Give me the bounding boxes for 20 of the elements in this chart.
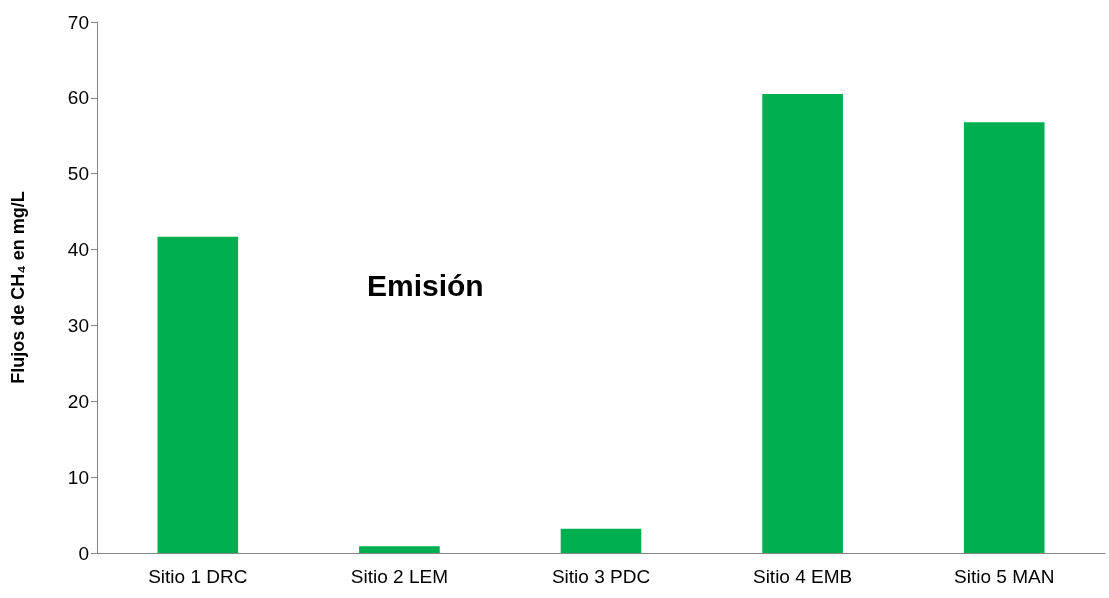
- y-tick-label: 40: [67, 239, 89, 261]
- bar: [359, 546, 440, 553]
- x-tick-label: Sitio 4 EMB: [752, 566, 853, 587]
- y-tick-label: 50: [67, 163, 89, 185]
- y-tick-label: 0: [78, 542, 89, 564]
- x-tick-label: Sitio 3 PDC: [551, 566, 651, 587]
- bar: [157, 236, 239, 553]
- y-tick-label: 10: [67, 466, 89, 488]
- x-tick-label: Sitio 5 MAN: [954, 566, 1055, 587]
- bar: [963, 122, 1045, 553]
- bar: [762, 94, 843, 553]
- bar: [560, 528, 642, 553]
- y-tick-label: 60: [67, 87, 89, 109]
- x-tick-label: Sitio 1 DRC: [148, 566, 248, 587]
- y-tick-label: 30: [67, 314, 89, 336]
- y-tick-label: 20: [67, 390, 89, 412]
- y-tick-label: 70: [67, 11, 89, 33]
- y-axis-title: Flujos de CH₄ en mg/L: [8, 191, 28, 384]
- annotation: Emisión: [367, 268, 484, 302]
- x-tick-label: Sitio 2 LEM: [350, 566, 448, 587]
